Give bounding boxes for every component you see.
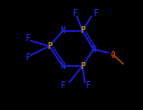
Text: N: N (60, 61, 65, 71)
Text: F: F (25, 34, 30, 43)
Text: F: F (73, 9, 77, 18)
Text: N: N (60, 26, 65, 35)
Text: P: P (80, 26, 85, 35)
Text: F: F (60, 81, 65, 90)
Text: N: N (91, 45, 96, 54)
Text: F: F (86, 81, 90, 90)
Text: F: F (93, 9, 98, 18)
Text: P: P (80, 61, 85, 71)
Text: F: F (25, 53, 30, 62)
Text: O: O (111, 50, 116, 60)
Text: P: P (47, 42, 52, 51)
